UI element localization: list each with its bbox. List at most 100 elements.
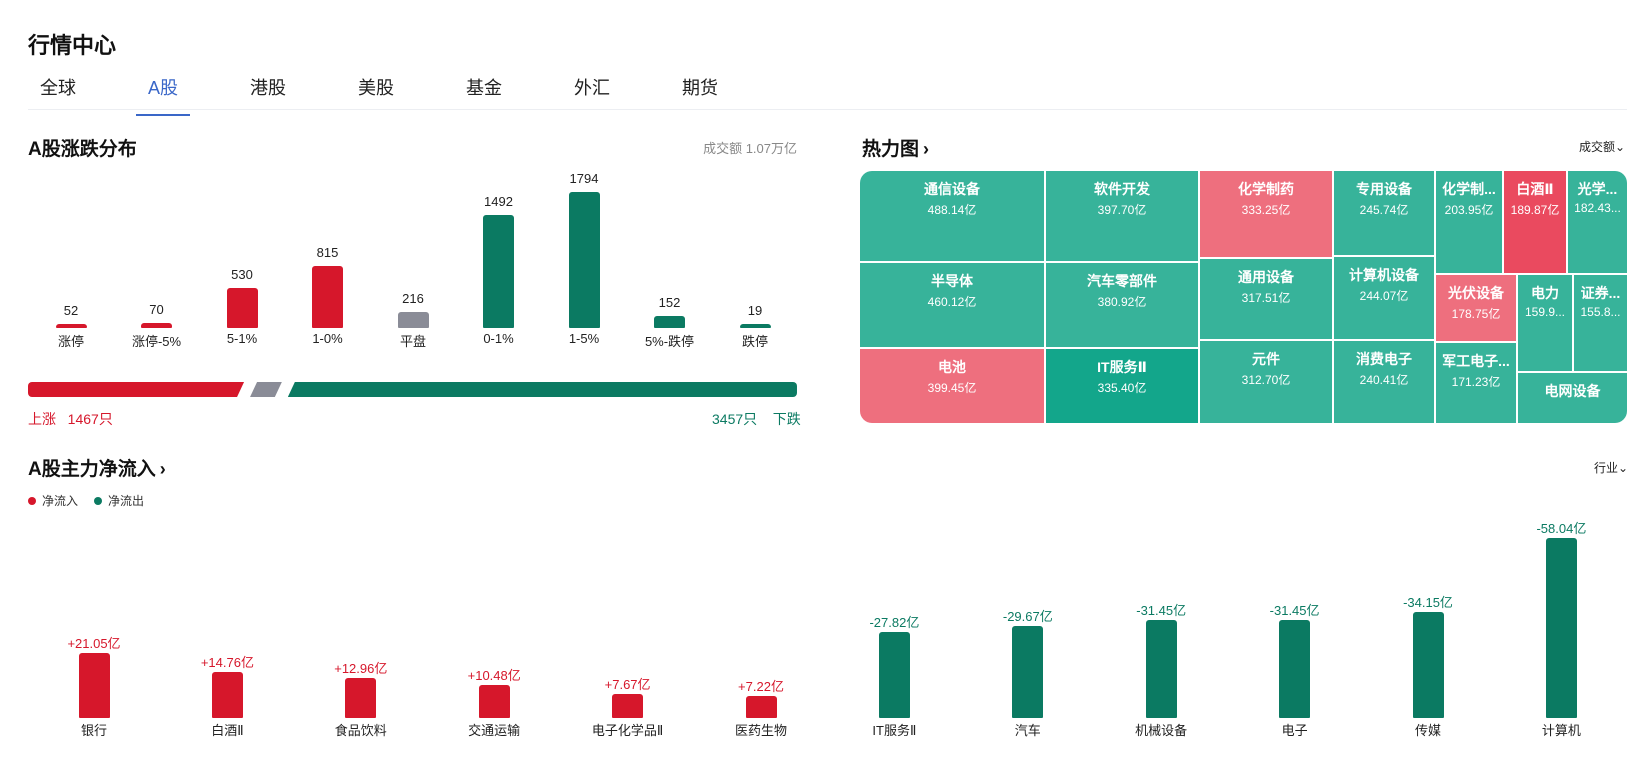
flow-category-label: 电子	[1281, 723, 1308, 738]
heatmap-cell[interactable]: 通信设备 488.14亿	[860, 171, 1044, 261]
distribution-category-label: 1-0%	[312, 331, 343, 346]
heatmap-cell-name: 软件开发	[1094, 181, 1150, 197]
tab-hk-stock[interactable]: 港股	[250, 78, 287, 98]
flow-value-label: -34.15亿	[1403, 595, 1453, 611]
heatmap-sort-dropdown[interactable]: 成交额⌄	[1579, 138, 1625, 155]
heatmap-cell-name: 专用设备	[1356, 181, 1412, 197]
distribution-value-label: 70	[149, 301, 164, 317]
flow-bar	[1012, 625, 1044, 718]
flow-value-label: +10.48亿	[467, 668, 521, 684]
distribution-category-label: 5%-跌停	[644, 334, 695, 349]
heatmap-title-link[interactable]: 热力图 ›	[862, 134, 929, 161]
heatmap-cell-value: 245.74亿	[1359, 203, 1409, 217]
flow-filter-dropdown[interactable]: 行业⌄	[1594, 459, 1628, 476]
flow-bar	[478, 685, 510, 718]
tab-fund[interactable]: 基金	[466, 78, 503, 98]
distribution-chart: 52 涨停 70 涨停-5% 530 5-1% 815 1-0% 216 平盘 1492 0-1% 17…	[0, 0, 820, 360]
heatmap-cell-value: 178.75亿	[1451, 307, 1501, 321]
up-count: 1467只	[67, 411, 113, 427]
heatmap-cell[interactable]: 证券... 155.8...	[1574, 275, 1627, 371]
heatmap-treemap: 通信设备 488.14亿 半导体 460.12亿 电池 399.45亿 软件开发 397.70…	[860, 171, 1627, 423]
flow-bar	[345, 677, 377, 718]
chevron-right-icon: ›	[159, 459, 166, 479]
heatmap-cell-value: 189.87亿	[1510, 203, 1560, 217]
heatmap-cell[interactable]: 通用设备 317.51亿	[1200, 259, 1332, 339]
heatmap-cell-value: 335.40亿	[1097, 381, 1147, 395]
heatmap-cell-value: 159.9...	[1524, 305, 1566, 319]
tab-divider	[28, 109, 1627, 110]
tab-a-share[interactable]: A股	[136, 72, 191, 116]
heatmap-cell-value: 317.51亿	[1241, 291, 1291, 305]
heatmap-cell-name: 白酒Ⅱ	[1516, 181, 1554, 197]
heatmap-title: 热力图	[862, 139, 920, 160]
flow-value-label: -27.82亿	[869, 614, 920, 630]
heatmap-cell[interactable]: 专用设备 245.74亿	[1334, 171, 1434, 255]
flow-bar	[1412, 612, 1444, 718]
flow-category-label: 传媒	[1414, 723, 1441, 738]
ratio-up-segment	[28, 382, 244, 397]
heatmap-cell-name: IT服务Ⅱ	[1097, 359, 1147, 375]
heatmap-cell-value: 488.14亿	[927, 203, 977, 217]
distribution-category-label: 跌停	[741, 334, 768, 349]
heatmap-cell-value: 182.43...	[1574, 201, 1621, 215]
tab-us-stock[interactable]: 美股	[358, 78, 395, 98]
legend-dot-in	[28, 496, 36, 505]
heatmap-cell-value: 397.70亿	[1097, 203, 1147, 217]
flow-value-label: -31.45亿	[1136, 603, 1187, 619]
down-label: 下跌	[772, 411, 801, 427]
heatmap-cell[interactable]: 化学制... 203.95亿	[1436, 171, 1502, 273]
distribution-title: A股涨跌分布	[28, 139, 137, 160]
heatmap-cell-name: 光学...	[1577, 181, 1618, 197]
heatmap-cell[interactable]: 元件 312.70亿	[1200, 341, 1332, 423]
heatmap-cell[interactable]: 消费电子 240.41亿	[1334, 341, 1434, 423]
tab-futures[interactable]: 期货	[682, 78, 719, 98]
flow-legend: 净流入 净流出	[28, 492, 144, 509]
flow-bar	[878, 631, 910, 718]
heatmap-cell[interactable]: 计算机设备 244.07亿	[1334, 257, 1434, 339]
flow-value-label: +14.76亿	[200, 655, 254, 671]
heatmap-cell[interactable]: 软件开发 397.70亿	[1046, 171, 1198, 261]
distribution-category-label: 1-5%	[568, 331, 600, 346]
legend-in-label: 净流入	[42, 494, 79, 508]
legend-dot-out	[94, 496, 103, 505]
flow-category-label: 计算机	[1541, 723, 1581, 738]
heatmap-cell[interactable]: 光伏设备 178.75亿	[1436, 275, 1516, 341]
heatmap-cell-name: 军工电子...	[1442, 353, 1510, 369]
heatmap-cell-name: 电力	[1531, 285, 1559, 301]
heatmap-cell[interactable]: 半导体 460.12亿	[860, 263, 1044, 347]
flow-category-label: 汽车	[1014, 723, 1041, 738]
distribution-bar	[739, 324, 771, 328]
heatmap-cell[interactable]: 电力 159.9...	[1518, 275, 1572, 371]
heatmap-cell-value: 203.95亿	[1444, 203, 1494, 217]
distribution-bar	[654, 316, 685, 328]
distribution-value-label: 815	[316, 245, 339, 261]
flow-title-link[interactable]: A股主力净流入 ›	[28, 454, 166, 481]
flow-title: A股主力净流入	[28, 459, 156, 480]
flow-category-label: 食品饮料	[334, 723, 387, 738]
distribution-category-label: 涨停	[57, 334, 84, 349]
heatmap-cell[interactable]: 军工电子... 171.23亿	[1436, 343, 1516, 423]
flow-bar	[1279, 620, 1311, 718]
flow-value-label: -29.67亿	[1002, 608, 1053, 624]
distribution-value-label: 216	[402, 290, 424, 306]
legend-out-label: 净流出	[108, 494, 145, 508]
heatmap-cell[interactable]: 化学制药 333.25亿	[1200, 171, 1332, 257]
tab-forex[interactable]: 外汇	[574, 78, 611, 98]
heatmap-cell[interactable]: 汽车零部件 380.92亿	[1046, 263, 1198, 347]
distribution-value-label: 1492	[484, 193, 513, 209]
distribution-value-label: 530	[231, 266, 253, 282]
heatmap-cell[interactable]: 光学... 182.43...	[1568, 171, 1627, 273]
up-count-label: 上涨 1467只	[28, 409, 113, 429]
distribution-bar	[568, 192, 600, 328]
heatmap-cell[interactable]: 电池 399.45亿	[860, 349, 1044, 423]
heatmap-cell[interactable]: 电网设备	[1518, 373, 1627, 423]
distribution-bar	[312, 266, 343, 328]
page-title: 行情中心	[28, 33, 117, 58]
heatmap-cell-value: 155.8...	[1580, 305, 1621, 319]
heatmap-cell[interactable]: IT服务Ⅱ 335.40亿	[1046, 349, 1198, 423]
heatmap-cell[interactable]: 白酒Ⅱ 189.87亿	[1504, 171, 1566, 273]
tab-global[interactable]: 全球	[40, 78, 76, 98]
heatmap-cell-name: 电网设备	[1544, 383, 1601, 399]
flow-value-label: +21.05亿	[67, 635, 121, 651]
